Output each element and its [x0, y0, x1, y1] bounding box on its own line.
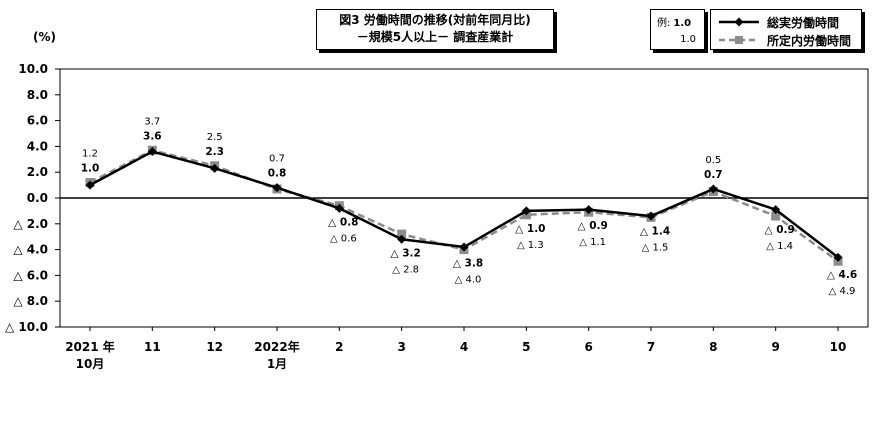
y-tick-label: 0.0	[27, 191, 48, 205]
legend-marker-gray-square-icon	[719, 36, 759, 44]
x-axis: 2021 年 10月 11 12 2022年 1月 2 3 4 5 6 7 8 9 10	[65, 327, 846, 371]
data-label-total: △ 4.6	[827, 269, 857, 281]
data-point-total	[272, 183, 282, 193]
data-label-scheduled: 0.5	[705, 155, 721, 166]
x-tick-label: 2021 年	[65, 339, 115, 354]
x-tick-label: 10	[830, 340, 847, 354]
data-point-total	[459, 242, 469, 252]
data-label-total: △ 1.4	[640, 225, 670, 237]
y-tick-label: △ 10.0	[5, 320, 48, 334]
data-label-scheduled: △ 1.5	[642, 242, 669, 253]
y-tick-label: △ 6.0	[13, 268, 48, 282]
data-point-total	[210, 163, 220, 173]
x-tick-label: 2022年	[254, 339, 299, 354]
data-point-total	[521, 206, 531, 216]
data-point-total	[147, 147, 157, 157]
data-point-total	[85, 180, 95, 190]
data-label-scheduled: 0.7	[269, 154, 285, 165]
y-tick-label: 6.0	[27, 114, 48, 128]
data-label-total: 3.6	[143, 130, 162, 142]
chart-title-line1: 図3 労働時間の推移(対前年同月比)	[339, 13, 531, 27]
data-point-total	[334, 203, 344, 213]
x-tick-label: 7	[647, 340, 655, 354]
series-layer	[85, 145, 843, 266]
x-tick-label: 9	[771, 340, 779, 354]
unit-label: (%)	[33, 30, 56, 44]
legend-label-total: 総実労働時間	[767, 15, 840, 30]
data-label-total: 2.3	[205, 146, 224, 158]
data-label-scheduled: △ 1.3	[517, 240, 544, 251]
data-label-scheduled: △ 1.1	[579, 237, 606, 248]
example-value-plain: 1.0	[680, 34, 696, 45]
data-point-total	[708, 184, 718, 194]
legend: 総実労働時間 所定内労働時間	[710, 9, 862, 50]
data-point-total	[584, 205, 594, 215]
data-label-scheduled: △ 4.9	[829, 286, 856, 297]
y-axis: 10.0 8.0 6.0 4.0 2.0 0.0 △ 2.0 △ 4.0 △ 6.0 △ 8.0 △…	[5, 62, 60, 334]
data-label-scheduled: △ 4.0	[455, 275, 482, 286]
data-label-scheduled: 1.2	[82, 149, 98, 160]
y-tick-label: △ 4.0	[13, 243, 48, 257]
chart-title: 図3 労働時間の推移(対前年同月比) －規模5人以上－ 調査産業計	[316, 9, 554, 50]
data-point-scheduled	[397, 229, 407, 239]
x-tick-label: 3	[397, 340, 405, 354]
x-tick-label: 5	[522, 340, 530, 354]
data-point-total	[833, 252, 843, 262]
data-label-scheduled: △ 2.8	[392, 264, 419, 275]
y-tick-label: 8.0	[27, 88, 48, 102]
x-tick-label: 12	[206, 340, 223, 354]
data-point-total	[646, 211, 656, 221]
chart-title-line2: －規模5人以上－ 調査産業計	[356, 30, 514, 44]
x-tick-label: 6	[584, 340, 592, 354]
y-tick-label: 2.0	[27, 165, 48, 179]
x-tick-label: 2	[335, 340, 343, 354]
data-point-scheduled	[771, 211, 781, 221]
x-tick-label-line2: 1月	[267, 357, 287, 371]
data-label-scheduled: 3.7	[144, 116, 160, 127]
y-tick-label: 10.0	[18, 62, 48, 76]
data-label-total: 0.8	[268, 168, 287, 180]
x-tick-label-line2: 10月	[76, 357, 105, 371]
x-tick-label: 4	[460, 340, 468, 354]
example-box: 例: 1.0 1.0	[650, 9, 705, 50]
data-label-scheduled: 2.5	[207, 132, 223, 143]
example-label: 例:	[657, 18, 671, 29]
data-point-total	[771, 205, 781, 215]
y-tick-label: 4.0	[27, 139, 48, 153]
x-tick-label: 8	[709, 340, 717, 354]
data-label-scheduled: △ 1.4	[766, 241, 793, 252]
data-point-total	[397, 234, 407, 244]
data-label-scheduled: △ 0.6	[330, 233, 357, 244]
data-label-total: △ 3.8	[453, 258, 483, 270]
data-label-total: △ 0.8	[328, 216, 358, 228]
data-label-total: △ 3.2	[390, 247, 420, 259]
data-label-layer: 1.0 1.2 3.6 3.7 2.3 2.5 0.8 0.7 △ 0.8 △ 0.6 △ 3.2 △…	[81, 116, 857, 297]
y-tick-label: △ 2.0	[13, 217, 48, 231]
data-label-total: △ 1.0	[515, 223, 545, 235]
legend-item-total: 総実労働時間	[717, 14, 839, 30]
data-label-total: △ 0.9	[577, 220, 607, 232]
data-label-total: 1.0	[81, 163, 100, 175]
data-label-total: △ 0.9	[764, 224, 794, 236]
x-tick-label: 11	[144, 340, 161, 354]
data-label-total: 0.7	[704, 169, 723, 181]
example-value-bold: 1.0	[673, 18, 692, 29]
legend-item-scheduled: 所定内労働時間	[717, 32, 851, 48]
legend-label-scheduled: 所定内労働時間	[767, 33, 852, 48]
y-tick-label: △ 8.0	[13, 294, 48, 308]
legend-marker-black-diamond-icon	[719, 17, 759, 27]
